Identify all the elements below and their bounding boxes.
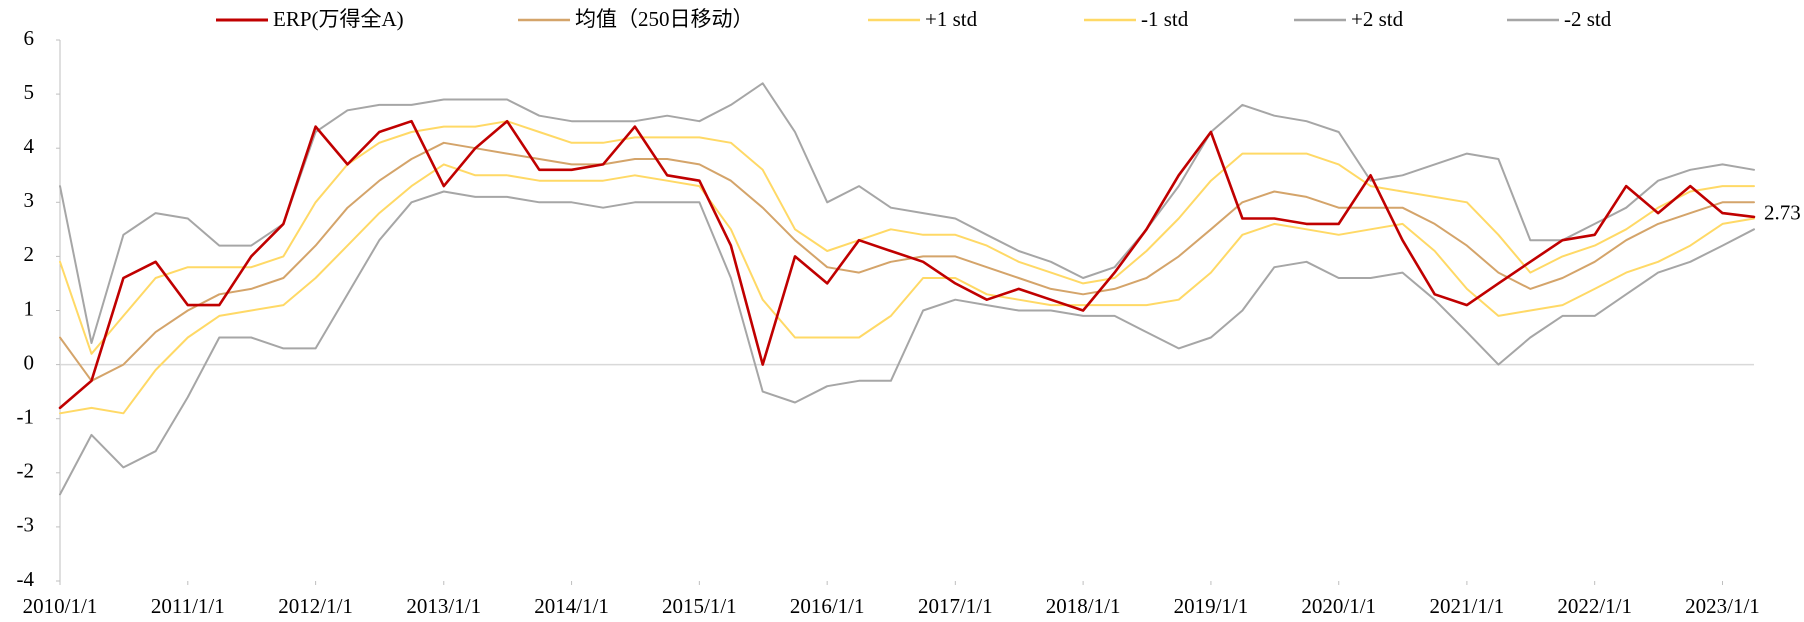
legend-label: +2 std [1351, 7, 1404, 31]
y-tick-label: -4 [17, 567, 35, 591]
series-line [59, 82, 1755, 344]
legend-label: ERP(万得全A) [273, 7, 404, 31]
series-line [59, 163, 1755, 415]
series-line [59, 120, 1755, 355]
y-tick-label: -3 [17, 513, 35, 537]
x-tick-label: 2015/1/1 [662, 594, 737, 618]
legend-label: 均值（250日移动） [575, 7, 754, 31]
x-tick-label: 2017/1/1 [918, 594, 993, 618]
legend-label: -2 std [1564, 7, 1612, 31]
y-tick-label: 5 [24, 80, 35, 104]
y-tick-label: 1 [24, 296, 35, 320]
series-line [58, 119, 1756, 410]
x-tick-label: 2013/1/1 [406, 594, 481, 618]
x-tick-label: 2021/1/1 [1430, 594, 1505, 618]
y-tick-label: 6 [24, 26, 35, 50]
series-line [59, 190, 1755, 496]
x-tick-label: 2018/1/1 [1046, 594, 1121, 618]
x-tick-label: 2012/1/1 [278, 594, 353, 618]
x-tick-label: 2022/1/1 [1557, 594, 1632, 618]
legend-label: +1 std [925, 7, 978, 31]
y-tick-label: 3 [24, 188, 35, 212]
x-tick-label: 2023/1/1 [1685, 594, 1760, 618]
y-tick-label: 2 [24, 242, 35, 266]
x-tick-label: 2020/1/1 [1301, 594, 1376, 618]
y-tick-label: 4 [24, 134, 35, 158]
x-tick-label: 2016/1/1 [790, 594, 865, 618]
x-tick-label: 2010/1/1 [23, 594, 98, 618]
y-tick-label: 0 [24, 350, 35, 374]
y-tick-label: -2 [17, 459, 35, 483]
y-tick-label: -1 [17, 405, 35, 429]
x-tick-label: 2014/1/1 [534, 594, 609, 618]
series-line [59, 141, 1755, 382]
x-tick-label: 2011/1/1 [151, 594, 225, 618]
legend-label: -1 std [1141, 7, 1189, 31]
x-tick-label: 2019/1/1 [1174, 594, 1249, 618]
end-value-label: 2.73 [1764, 201, 1801, 225]
